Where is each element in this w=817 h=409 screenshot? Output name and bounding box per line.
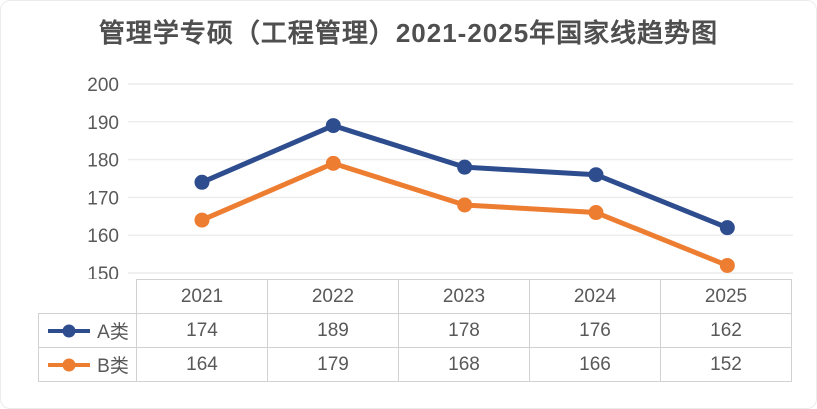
data-point-marker-B类-2024 [588,205,604,221]
data-point-marker-B类-2021 [194,212,210,228]
data-point-marker-A类-2022 [325,118,341,134]
series-b-value-2024: 166 [529,347,661,382]
year-header-2023: 2023 [398,279,530,314]
data-point-marker-A类-2023 [457,159,473,175]
data-point-marker-A类-2025 [719,220,735,236]
y-axis-tick-label: 200 [87,75,119,96]
series-a-value-2022: 189 [267,313,399,348]
series-b-value-2022: 179 [267,347,399,382]
series-b-value-2025: 152 [660,347,792,382]
data-point-marker-B类-2025 [719,257,735,273]
series-a-value-2024: 176 [529,313,661,348]
series-b-legend-key-icon [48,358,91,371]
year-header-2022: 2022 [267,279,399,314]
series-a-value-2023: 178 [398,313,530,348]
table-header-row: 2021 2022 2023 2024 2025 [39,279,792,314]
year-header-2021: 2021 [136,279,268,314]
legend-cell-series-a: A类 [38,313,137,348]
series-line-B类 [199,160,730,268]
series-a-label: A类 [97,322,129,343]
legend-cell-series-b: B类 [38,347,137,382]
y-axis-tick-label: 150 [87,264,119,279]
table-row-series-b: B类 164 179 168 166 152 [38,347,792,382]
table-corner-cell [39,280,137,314]
data-point-marker-B类-2023 [457,197,473,213]
series-b-value-2021: 164 [136,347,268,382]
data-table: 2021 2022 2023 2024 2025 A类 174 [38,279,792,382]
data-point-marker-B类-2022 [325,155,341,171]
line-chart-plot-area: 200 190 180 170 160 150 [87,75,793,279]
series-b-label: B类 [97,356,129,377]
y-axis-tick-label: 170 [87,188,119,209]
data-point-marker-A类-2021 [194,174,210,190]
year-header-2024: 2024 [529,279,661,314]
series-a-value-2025: 162 [660,313,792,348]
table-row-series-a: A类 174 189 178 176 162 [38,313,792,348]
y-axis-tick-label: 160 [87,226,119,247]
data-point-marker-A类-2024 [588,167,604,183]
series-a-value-2021: 174 [136,313,268,348]
series-a-legend-key-icon [48,324,91,337]
y-axis-tick-label: 180 [87,151,119,172]
chart-title: 管理学专硕（工程管理）2021-2025年国家线趋势图 [98,18,719,48]
y-axis-tick-label: 190 [87,113,119,134]
series-b-value-2023: 168 [398,347,530,382]
year-header-2025: 2025 [660,279,792,314]
